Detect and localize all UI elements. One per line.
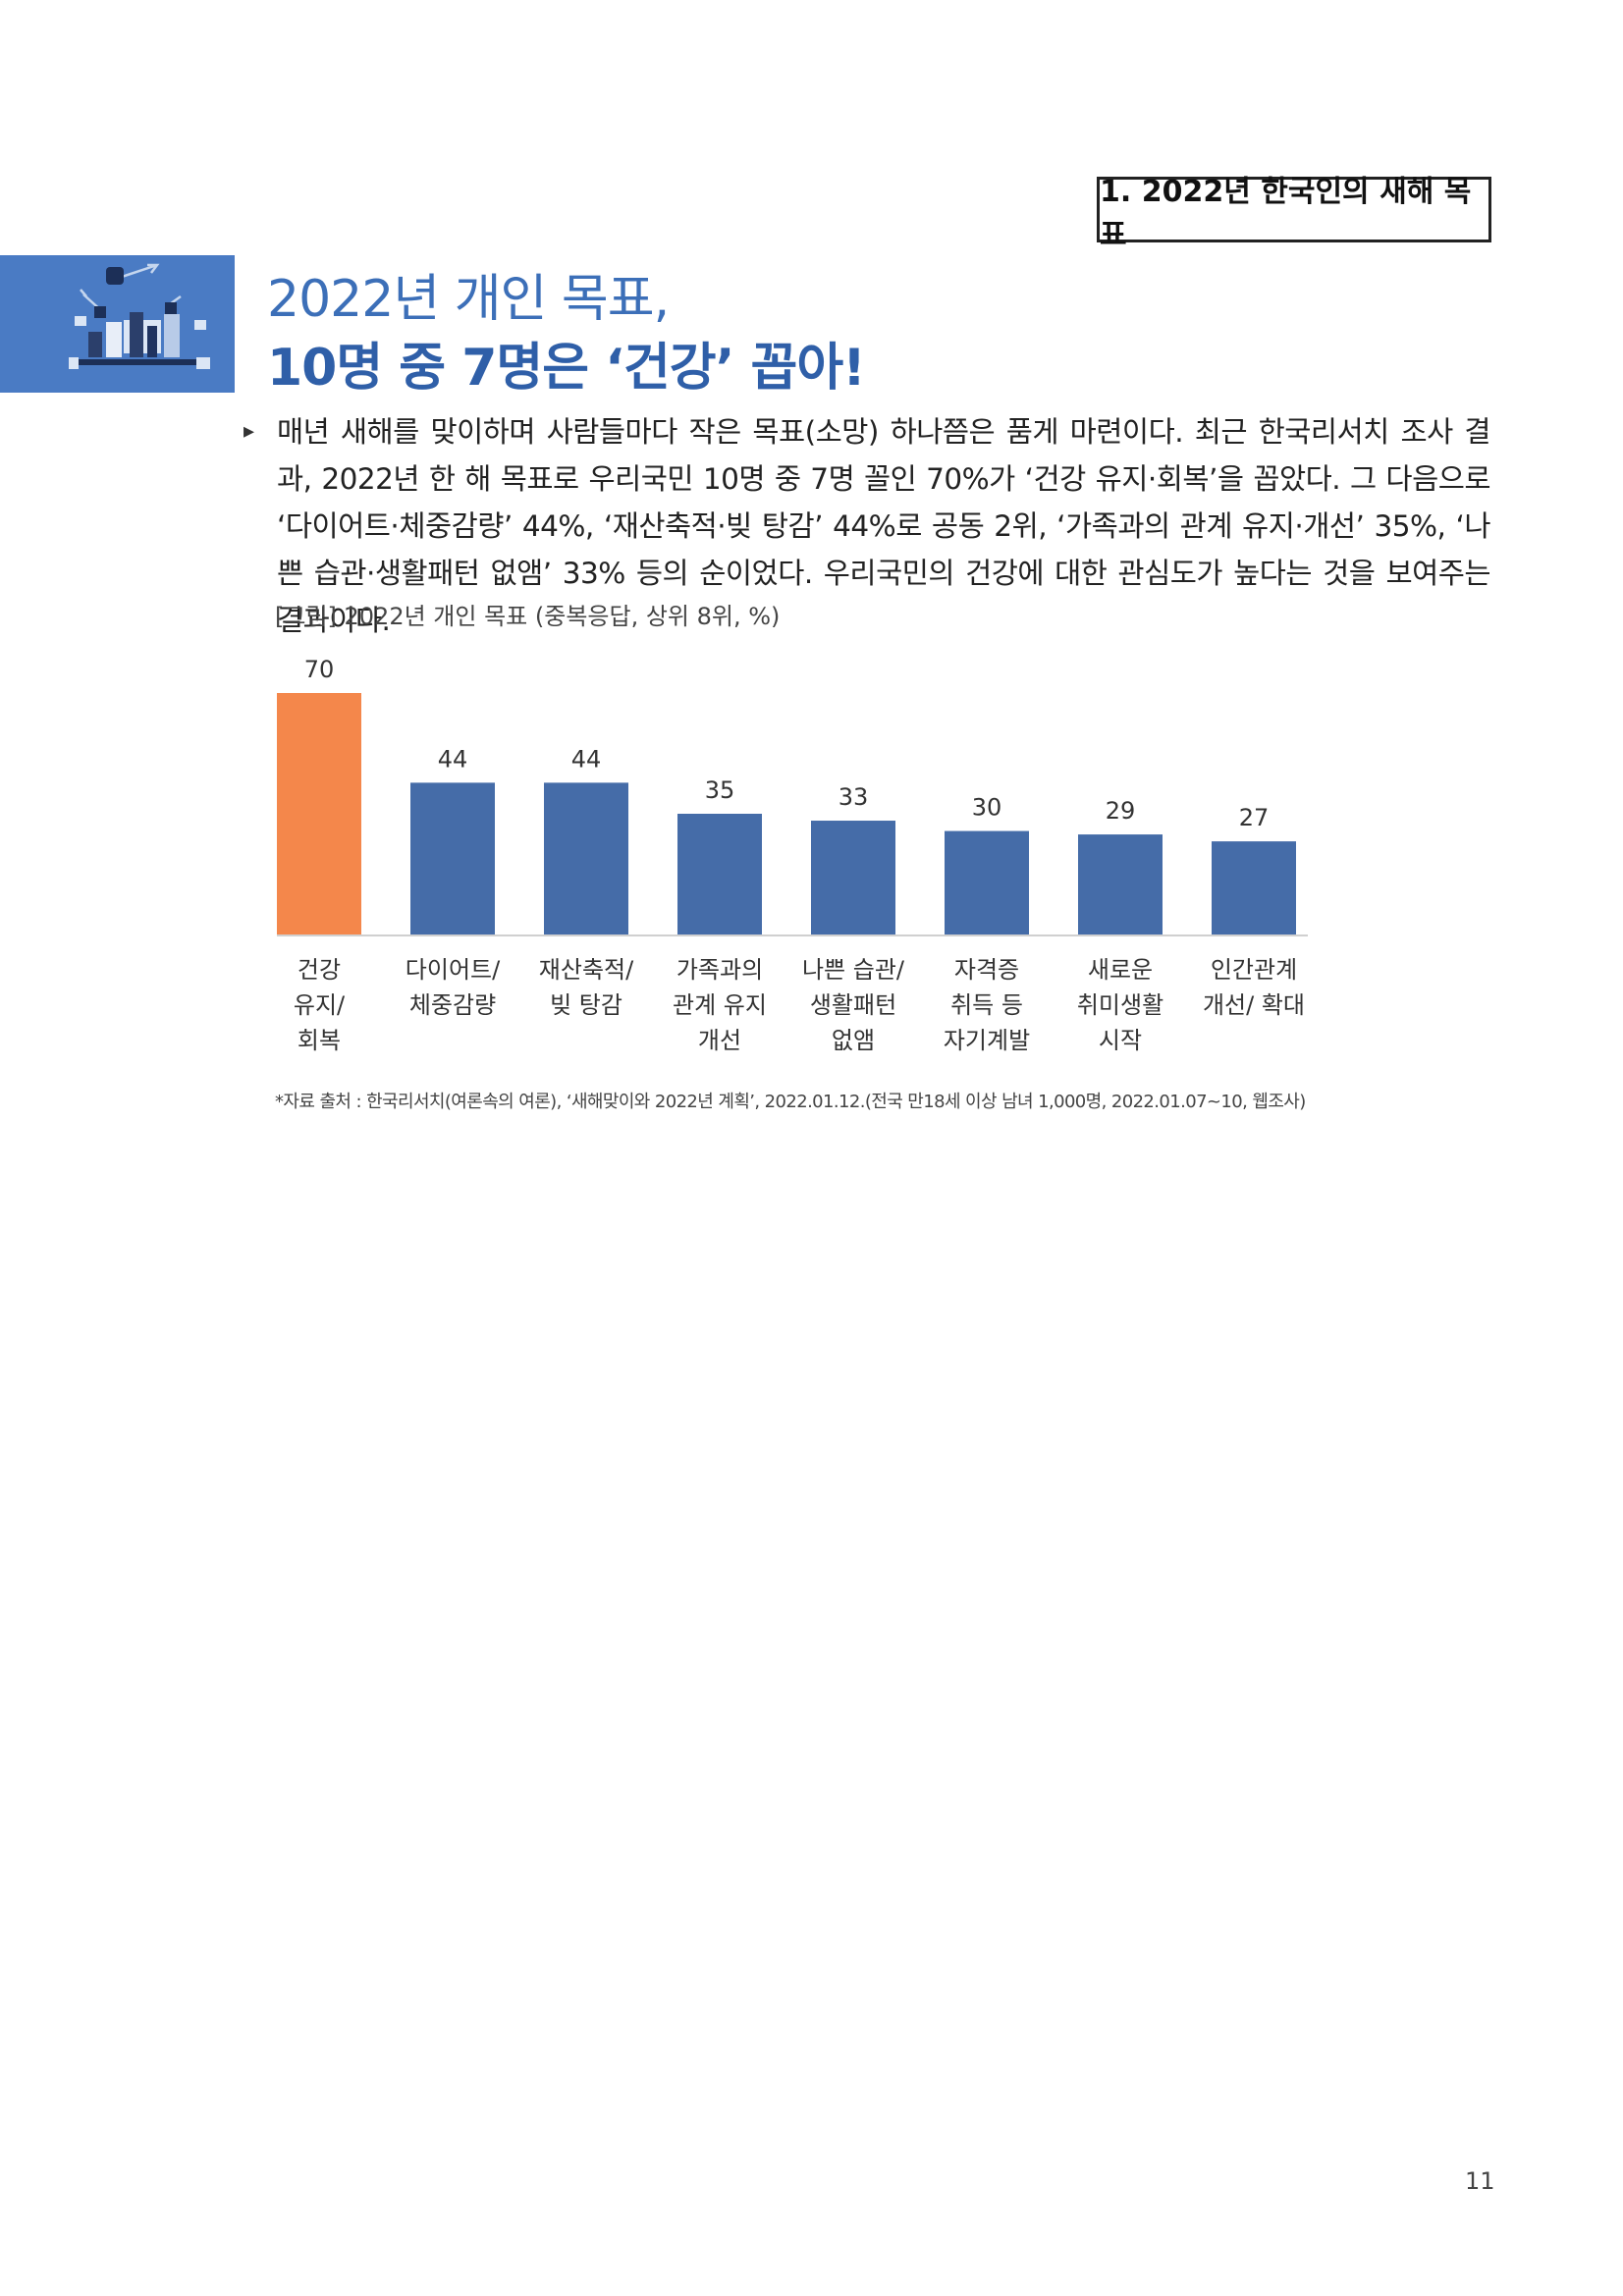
page-title-line2: 10명 중 7명은 ‘건강’ 꼽아!	[267, 339, 866, 398]
category-label-5: 나쁜 습관/	[802, 956, 905, 984]
category-label-7: 새로운	[1088, 956, 1153, 984]
bar-5	[811, 821, 895, 934]
figure-caption: [그림] 2022년 개인 목표 (중복응답, 상위 8위, %)	[275, 603, 781, 630]
category-label-8: 인간관계	[1211, 956, 1297, 984]
category-label-6: 취득 등	[950, 991, 1023, 1019]
category-label-2: 체중감량	[409, 991, 496, 1019]
bar-2	[410, 782, 495, 934]
data-label-8: 27	[1239, 804, 1270, 831]
category-label-3: 빚 탕감	[550, 991, 622, 1019]
bar-3	[544, 782, 628, 934]
page-number: 11	[1465, 2167, 1495, 2195]
category-label-4: 가족과의	[676, 956, 763, 984]
data-label-5: 33	[839, 783, 869, 811]
category-label-6: 자기계발	[944, 1027, 1030, 1054]
bullet-marker-icon: ▸	[243, 419, 255, 444]
data-label-4: 35	[705, 776, 735, 804]
category-label-5: 생활패턴	[810, 991, 896, 1019]
category-label-4: 관계 유지	[673, 991, 767, 1019]
category-label-7: 시작	[1099, 1027, 1142, 1054]
category-label-2: 다이어트/	[406, 956, 501, 984]
section-tag-label: 1. 2022년 한국인의 새해 목표	[1100, 174, 1472, 252]
bar-8	[1212, 841, 1296, 934]
category-label-5: 없앰	[832, 1027, 875, 1054]
bar-7	[1078, 834, 1163, 934]
bar-4	[677, 814, 762, 934]
chart-illustration-icon	[69, 263, 210, 369]
body-paragraph: 매년 새해를 맞이하며 사람들마다 작은 목표(소망) 하나쯤은 품게 마련이다…	[277, 415, 1491, 637]
category-label-8: 개선/ 확대	[1203, 991, 1305, 1019]
category-label-7: 취미생활	[1077, 991, 1163, 1019]
page-title-line1: 2022년 개인 목표,	[267, 270, 670, 329]
category-label-1: 회복	[298, 1027, 341, 1054]
data-label-1: 70	[304, 656, 335, 683]
category-label-3: 재산축적/	[539, 956, 634, 984]
data-label-6: 30	[972, 794, 1002, 822]
bar-6	[945, 830, 1029, 934]
bar-1	[277, 693, 361, 934]
source-note: *자료 출처 : 한국리서치(여론속의 여론), ‘새해맞이와 2022년 계획…	[275, 1092, 1306, 1112]
section-tag: 1. 2022년 한국인의 새해 목표	[1097, 175, 1491, 252]
category-label-6: 자격증	[954, 956, 1019, 984]
category-label-1: 건강	[298, 956, 341, 984]
header-illustration	[0, 255, 235, 393]
category-label-4: 개선	[698, 1027, 741, 1054]
data-label-3: 44	[571, 745, 602, 773]
data-label-7: 29	[1106, 797, 1136, 825]
data-label-2: 44	[438, 745, 468, 773]
category-label-1: 유지/	[294, 991, 346, 1019]
